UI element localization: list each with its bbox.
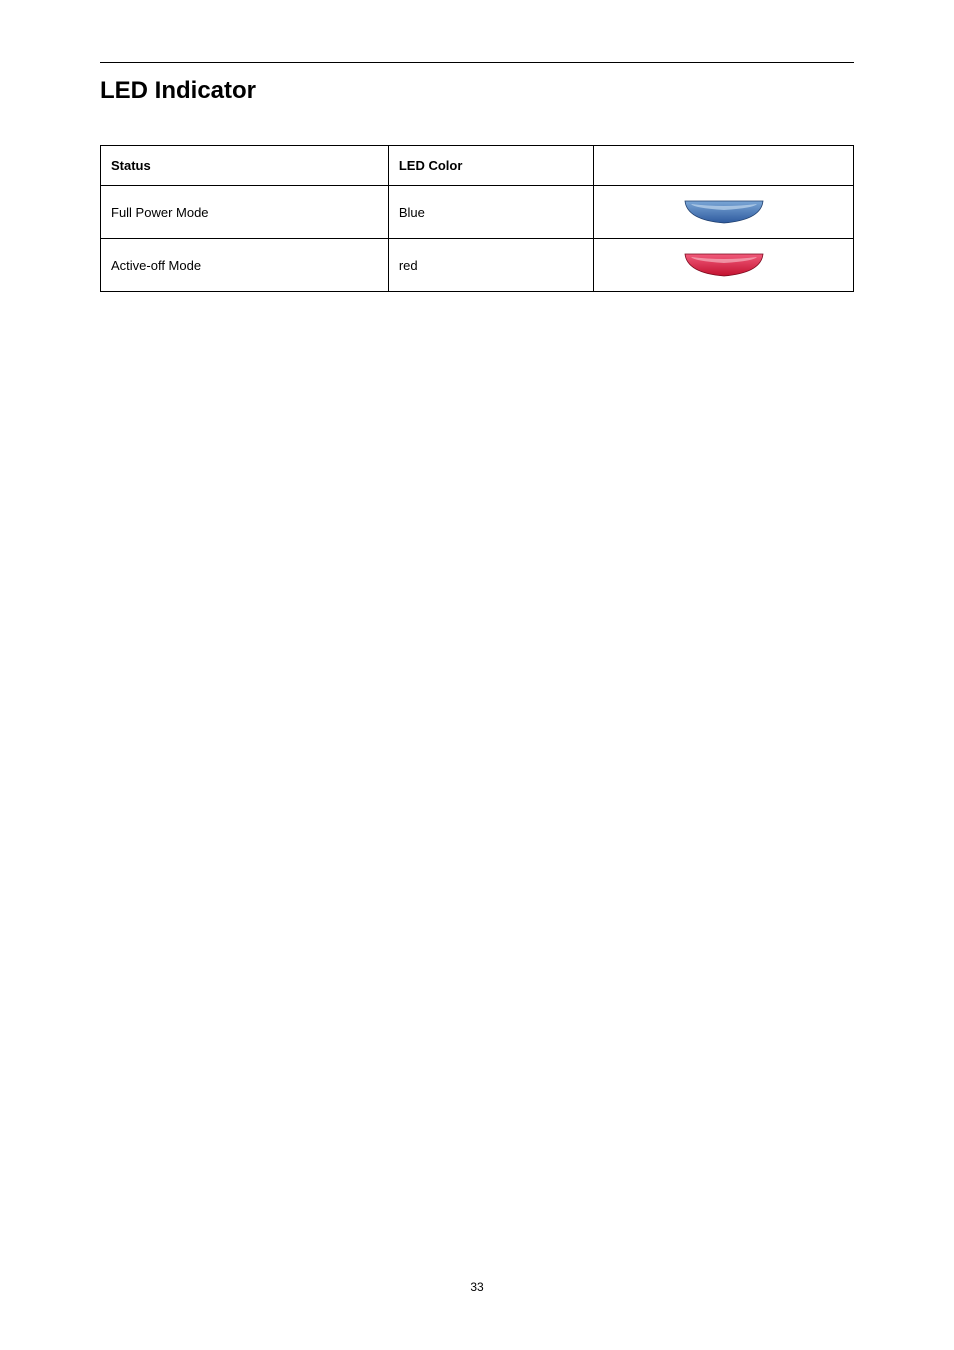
page-title: LED Indicator [100, 77, 854, 105]
top-rule [100, 62, 854, 63]
cell-status: Active-off Mode [101, 239, 389, 292]
led-icon-blue [681, 198, 767, 226]
header-led-color: LED Color [388, 146, 593, 186]
cell-icon-red [594, 239, 854, 292]
cell-icon-blue [594, 186, 854, 239]
led-icon-red [681, 251, 767, 279]
header-status: Status [101, 146, 389, 186]
header-icon [594, 146, 854, 186]
document-page: LED Indicator Status LED Color Full Powe… [0, 0, 954, 292]
cell-status: Full Power Mode [101, 186, 389, 239]
page-number: 33 [0, 1280, 954, 1294]
table-header-row: Status LED Color [101, 146, 854, 186]
table-row: Active-off Mode red [101, 239, 854, 292]
table-row: Full Power Mode Blue [101, 186, 854, 239]
led-indicator-table: Status LED Color Full Power Mode Blue [100, 145, 854, 292]
cell-color-label: Blue [388, 186, 593, 239]
cell-color-label: red [388, 239, 593, 292]
